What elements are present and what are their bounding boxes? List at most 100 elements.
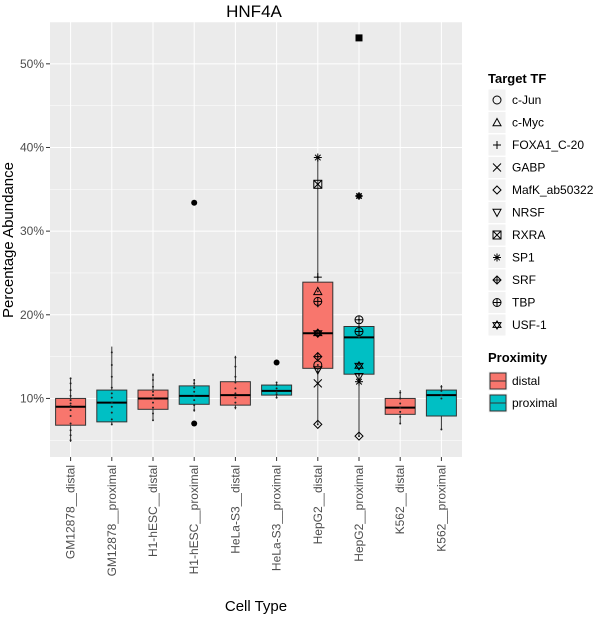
legend-key-bg — [487, 201, 507, 224]
legend-tf-label: RXRA — [512, 228, 545, 242]
legend-target-tf-title: Target TF — [488, 71, 546, 86]
box-body — [425, 389, 457, 417]
jitter-point — [234, 396, 237, 399]
box-GM12878__proximal — [96, 346, 128, 426]
jitter-point — [316, 305, 319, 308]
marker-asterisk — [355, 192, 363, 200]
chart-title: HNF4A — [226, 2, 282, 21]
jitter-point — [69, 415, 72, 418]
jitter-point — [152, 379, 154, 382]
jitter-point — [193, 386, 196, 389]
jitter-point — [358, 374, 360, 377]
jitter-point — [193, 394, 196, 397]
jitter-point — [152, 419, 154, 422]
jitter-point — [110, 405, 113, 408]
legend-tf-label: MafK_ab50322 — [512, 183, 594, 197]
jitter-point — [152, 406, 154, 409]
jitter-point — [399, 402, 402, 405]
jitter-point — [110, 401, 113, 404]
marker-plus — [493, 141, 501, 149]
jitter-point — [358, 435, 360, 438]
jitter-point — [399, 391, 402, 394]
box-H1-hESC__proximal — [178, 199, 210, 427]
jitter-point — [193, 399, 196, 402]
y-tick-label: 40% — [20, 140, 44, 154]
y-tick-label: 50% — [20, 57, 44, 71]
y-axis-label: Percentage Abundance — [0, 162, 17, 318]
marker-triangle-down-open — [354, 372, 364, 382]
box-GM12878__distal — [55, 377, 87, 442]
jitter-point — [110, 375, 113, 378]
legend-tf-label: SP1 — [512, 251, 535, 265]
marker-circle-open — [313, 360, 323, 370]
outlier-point — [191, 420, 198, 427]
x-tick-label: HeLa-S3__distal — [228, 465, 242, 554]
legend-proximity-label: distal — [512, 374, 540, 388]
box-body — [137, 389, 169, 410]
jitter-point — [152, 394, 154, 397]
marker-plus — [313, 273, 322, 282]
jitter-point — [193, 382, 196, 385]
y-tick-label: 30% — [20, 224, 44, 238]
y-axis-ticks: 10% 20% 30% 40% 50% — [20, 57, 50, 405]
legend-proximity-label: proximal — [512, 396, 557, 410]
jitter-point — [234, 406, 237, 409]
jitter-point — [234, 381, 237, 384]
box-K562__distal — [384, 390, 416, 425]
marker-diamond-open — [492, 185, 502, 195]
legend-key-bg — [487, 313, 507, 337]
jitter-point — [69, 389, 72, 392]
marker-triangle-down-open — [312, 366, 323, 376]
jitter-point — [275, 381, 278, 384]
marker-circle-plus — [492, 298, 502, 307]
jitter-point — [275, 387, 278, 390]
jitter-point — [69, 399, 72, 402]
x-tick-label: HepG2__distal — [311, 465, 325, 544]
jitter-point — [152, 385, 154, 388]
legend-target-tf: Target TF c-Jun c-Myc FOXA1_C-20 GABP MafK_a… — [487, 71, 594, 337]
x-axis-ticks: GM12878__distal GM12878__proximal H1-hESC_… — [64, 457, 448, 576]
jitter-point — [440, 397, 443, 400]
jitter-point — [275, 393, 278, 396]
jitter-point — [69, 404, 72, 407]
box-HeLa-S3__distal — [219, 355, 251, 410]
jitter-point — [69, 382, 72, 385]
jitter-point — [69, 402, 72, 405]
x-tick-label: GM12878__proximal — [105, 465, 119, 576]
jitter-point — [110, 363, 113, 366]
jitter-point — [440, 428, 443, 431]
jitter-point — [440, 389, 443, 392]
jitter-point — [440, 385, 443, 388]
jitter-point — [193, 404, 196, 407]
jitter-point — [316, 363, 319, 366]
marker-star-of-david — [492, 320, 502, 330]
jitter-point — [69, 422, 72, 425]
jitter-point — [69, 409, 72, 412]
marker-circle-plus — [354, 315, 364, 325]
x-tick-label: H1-hESC__proximal — [187, 465, 201, 574]
x-axis-label: Cell Type — [225, 598, 287, 615]
x-tick-label: HeLa-S3__proximal — [270, 465, 284, 571]
marker-square-cross — [492, 230, 502, 240]
marker-triangle-open — [492, 117, 502, 127]
marker-circle-plus — [354, 327, 364, 337]
marker-triangle-down-open — [492, 208, 502, 218]
x-tick-label: HepG2__proximal — [352, 465, 366, 562]
marker-asterisk — [355, 377, 363, 386]
marker-rxra-filled — [355, 34, 363, 42]
legend-key-bg — [487, 178, 507, 202]
legend-tf-label: GABP — [512, 161, 545, 175]
jitter-point — [234, 401, 237, 404]
box-HeLa-S3__proximal — [261, 359, 293, 399]
jitter-point — [316, 423, 319, 426]
jitter-point — [399, 415, 402, 418]
jitter-point — [152, 412, 154, 415]
jitter-point — [152, 401, 154, 404]
jitter-point — [110, 386, 113, 389]
marker-circle-plus — [313, 296, 323, 306]
legend-key-bg — [487, 88, 507, 112]
legend-key-bg — [487, 111, 507, 134]
legend-tf-label: c-Jun — [512, 93, 541, 107]
outlier-point — [273, 359, 280, 366]
